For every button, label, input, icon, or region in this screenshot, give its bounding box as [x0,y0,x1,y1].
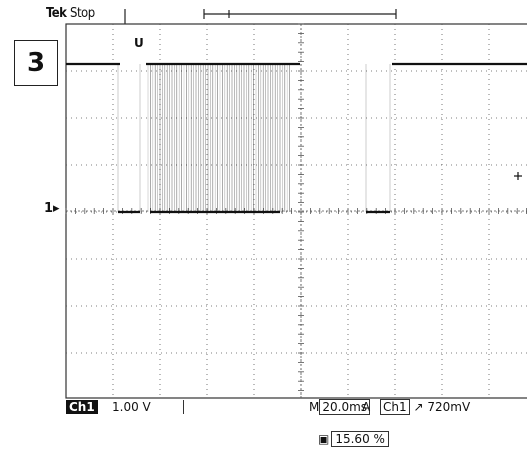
acquisition-state: Stop [70,6,95,21]
graticule-grid [65,23,527,398]
trigger-position-readout: ▣ 15.60 % [318,431,389,447]
trigger-point-marker: U [134,36,144,50]
ch1-ground-marker: 1▸ [44,201,60,216]
trigger-position-icon: ▣ [318,432,330,446]
ch1-trace [66,62,527,214]
readout-divider [183,400,184,414]
trigger-slope-icon: ↗ [413,400,424,414]
scope-readout-bar: Ch1 1.00 V M 20.0ms A Ch1 ↗ 720mV [0,398,527,418]
timebase-readout: M 20.0ms [309,399,371,415]
trigger-mode: A [362,400,371,414]
panel-label: 3 [14,40,58,86]
brand-label: Tek [46,6,67,21]
scope-status-header: Tek Stop [46,6,95,21]
ch1-volts-per-div: 1.00 V [112,400,151,414]
trigger-level: 720mV [427,400,471,414]
trigger-position-value: 15.60 % [331,431,389,447]
trigger-readout: A Ch1 ↗ 720mV [362,399,471,415]
trigger-source: Ch1 [380,399,410,415]
timebase-prefix: M [309,400,320,414]
timebase-value: 20.0ms [319,399,371,415]
ch1-badge: Ch1 [66,400,98,414]
record-view-bracket [124,9,397,24]
